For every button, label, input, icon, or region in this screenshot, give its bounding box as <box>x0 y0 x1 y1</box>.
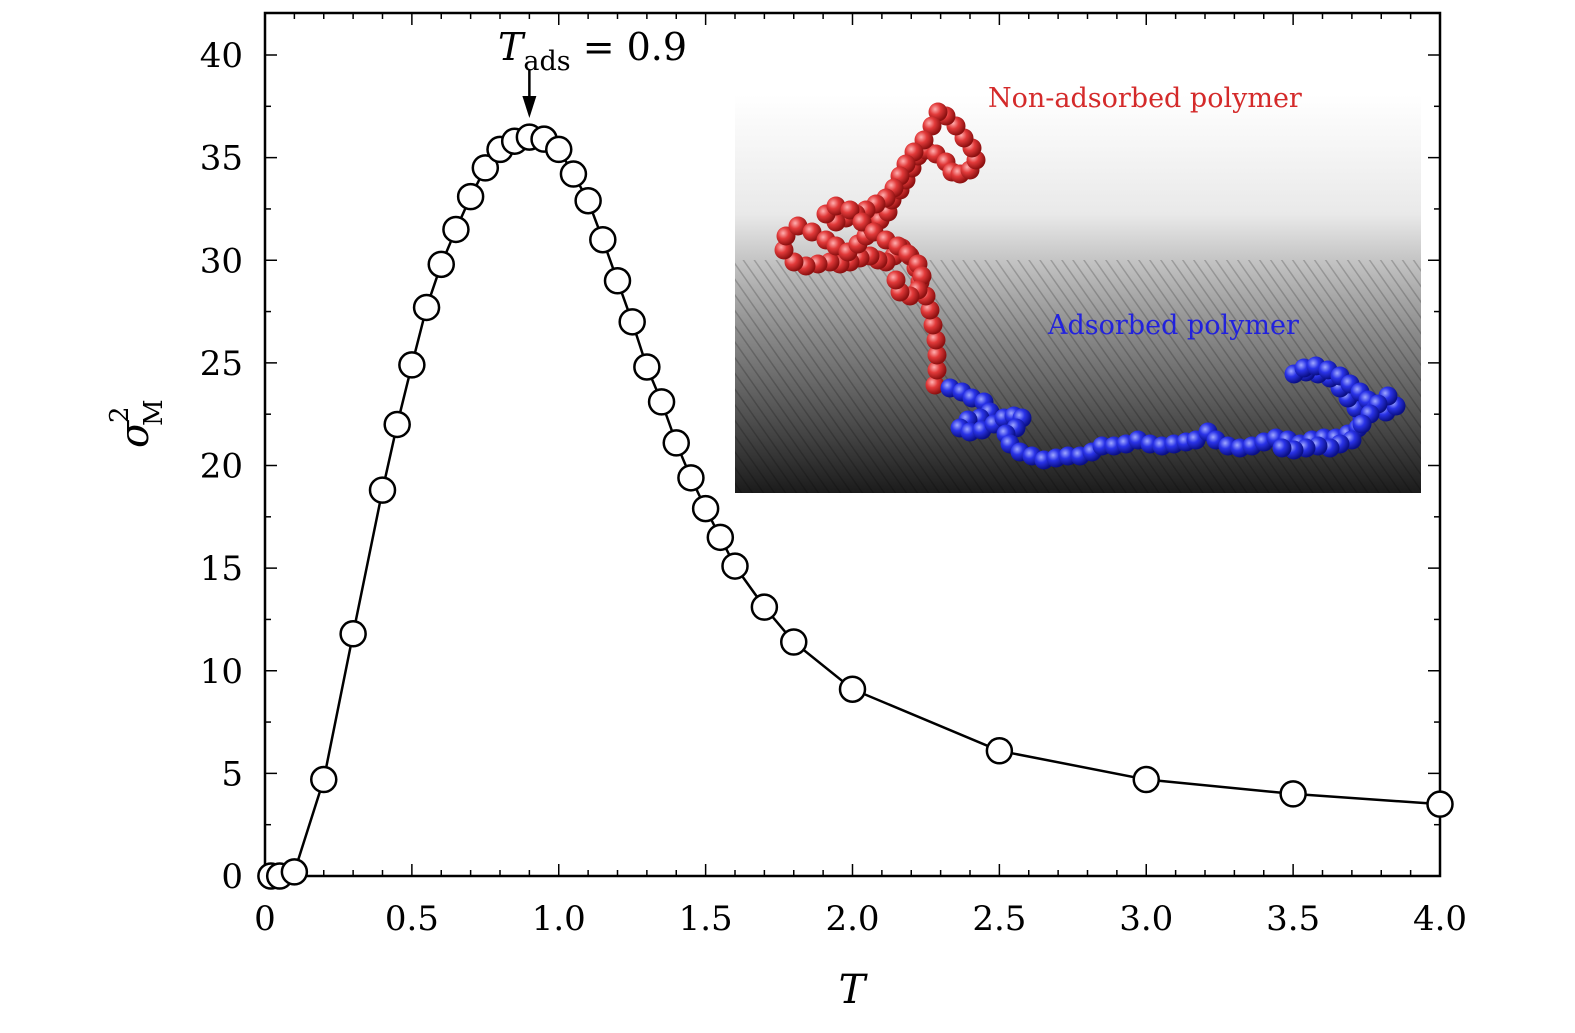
y-tick-labels: 0 5 10 15 20 25 30 35 40 <box>200 36 243 897</box>
adsorbed-polymer-beads <box>940 356 1406 470</box>
data-point <box>471 154 500 182</box>
non-adsorbed-label: Non-adsorbed polymer <box>988 83 1302 114</box>
data-point <box>633 353 661 381</box>
x-tick-label: 2.5 <box>972 899 1026 939</box>
x-axis-title: T <box>839 967 869 1013</box>
blue-bead <box>1352 414 1372 434</box>
data-point <box>398 351 426 379</box>
y-tick-label: 35 <box>200 139 243 179</box>
red-bead <box>922 116 942 136</box>
red-bead <box>802 222 822 242</box>
y-tick-label: 15 <box>200 549 243 589</box>
data-point <box>985 737 1014 765</box>
data-point <box>1426 790 1454 818</box>
data-point <box>412 293 441 322</box>
data-point <box>1132 765 1160 794</box>
x-tick-label: 2.0 <box>825 899 879 939</box>
red-bead <box>925 375 945 395</box>
data-point <box>427 250 455 279</box>
y-tick-label: 5 <box>221 754 243 794</box>
x-tick-labels: 0 0.5 1.0 1.5 2.0 2.5 3.0 3.5 4.0 <box>254 899 1467 939</box>
svg-text:Tads = 0.9: Tads = 0.9 <box>498 25 687 77</box>
y-tick-label: 25 <box>200 344 243 384</box>
data-point <box>368 476 397 504</box>
x-tick-label: 3.5 <box>1266 899 1320 939</box>
y-tick-label: 30 <box>200 241 243 281</box>
data-point <box>721 552 749 580</box>
data-point <box>838 675 867 703</box>
data-point <box>545 135 573 164</box>
red-bead <box>774 240 794 260</box>
data-point <box>574 186 602 215</box>
data-point <box>691 494 720 523</box>
data-point <box>603 267 632 295</box>
y-tick-label: 10 <box>200 652 243 692</box>
annotation-arrow-head <box>522 96 537 118</box>
data-point <box>339 620 367 648</box>
inset-image: Non-adsorbed polymer Adsorbed polymer <box>735 83 1421 493</box>
axis-ticks <box>264 13 1441 877</box>
red-bead <box>840 200 860 220</box>
data-point <box>456 182 485 211</box>
x-tick-label: 0.5 <box>385 899 439 939</box>
red-bead <box>886 270 906 290</box>
data-point <box>559 160 588 188</box>
annotation-tads: Tads = 0.9 <box>498 25 687 118</box>
data-point <box>706 523 735 552</box>
data-point <box>750 593 779 621</box>
y-axis-symbol: σ <box>112 419 158 448</box>
x-tick-label: 0 <box>254 899 276 939</box>
data-point <box>1279 780 1307 808</box>
x-tick-label: 3.0 <box>1119 899 1173 939</box>
y-axis-superscript: 2 <box>105 406 135 423</box>
data-point <box>677 464 705 492</box>
annotation-symbol: T <box>498 25 526 69</box>
data-point <box>280 858 309 886</box>
svg-text:σ: σ <box>112 419 158 448</box>
data-point <box>662 429 690 457</box>
y-tick-label: 0 <box>221 857 243 897</box>
y-tick-label: 20 <box>200 447 243 487</box>
x-tick-label: 1.5 <box>679 899 733 939</box>
red-bead <box>926 330 946 350</box>
annotation-value: = 0.9 <box>571 25 687 69</box>
red-bead <box>927 360 947 380</box>
x-tick-label: 4.0 <box>1413 899 1467 939</box>
data-point <box>310 765 338 794</box>
y-tick-label: 40 <box>200 36 243 76</box>
data-point <box>383 410 411 439</box>
y-axis-title: σ 2 M <box>105 399 169 448</box>
y-axis-subscript: M <box>139 399 169 426</box>
blue-bead <box>1272 438 1292 458</box>
non-adsorbed-polymer-beads <box>774 102 986 395</box>
data-point <box>589 225 617 254</box>
series-points <box>257 123 1454 890</box>
data-point <box>780 628 808 656</box>
x-tick-label: 1.0 <box>532 899 586 939</box>
adsorbed-label: Adsorbed polymer <box>1047 310 1299 341</box>
data-point <box>442 215 470 244</box>
data-point <box>647 388 676 416</box>
data-point <box>618 308 646 336</box>
red-bead <box>927 345 947 365</box>
annotation-subscript: ads <box>523 46 570 77</box>
red-bead <box>923 315 943 335</box>
